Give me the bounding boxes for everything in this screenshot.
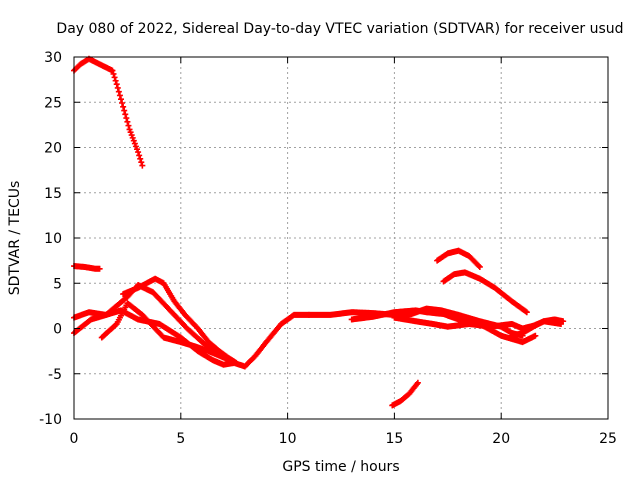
series-arc-1: [71, 55, 146, 169]
x-tick-label: 25: [599, 431, 617, 447]
series-arc-10: [508, 316, 567, 339]
y-tick-label: 20: [44, 141, 62, 157]
data-point: [122, 111, 129, 118]
series-arc-8: [348, 307, 539, 346]
data-point: [138, 159, 145, 166]
data-point: [113, 81, 120, 88]
data-point: [112, 77, 119, 84]
data-point: [120, 103, 127, 110]
data-point: [117, 96, 124, 103]
data-point: [129, 134, 136, 141]
series-arc-5: [98, 300, 233, 364]
x-tick-label: 10: [279, 431, 297, 447]
series-arc-11: [434, 247, 483, 270]
data-point: [125, 122, 132, 129]
data-point: [137, 155, 144, 162]
x-tick-label: 5: [176, 431, 185, 447]
data-point: [109, 67, 116, 74]
data-point: [114, 84, 121, 91]
axis-ticks: [73, 56, 609, 420]
y-tick-label: -10: [39, 412, 62, 428]
data-point: [112, 321, 119, 328]
data-point: [131, 140, 138, 147]
data-point: [126, 126, 133, 133]
data-point: [115, 88, 122, 95]
x-tick-label: 20: [492, 431, 510, 447]
data-point: [124, 118, 131, 125]
series-arc-6: [120, 275, 240, 366]
data-point: [475, 262, 482, 269]
data-points: [71, 55, 567, 409]
data-point: [523, 309, 530, 316]
data-point: [136, 152, 143, 159]
data-point: [110, 70, 117, 77]
data-point: [121, 107, 128, 114]
series-arc-12: [440, 269, 530, 316]
data-point: [116, 92, 123, 99]
series-arc-13: [389, 379, 421, 409]
data-point: [134, 146, 141, 153]
data-point: [132, 143, 139, 150]
data-point: [96, 265, 103, 272]
data-point: [119, 100, 126, 107]
series-arc-2: [71, 263, 103, 272]
y-tick-label: 5: [53, 276, 62, 292]
data-point: [233, 359, 240, 366]
x-tick-label: 0: [70, 431, 79, 447]
data-point: [476, 263, 483, 270]
data-point: [127, 129, 134, 136]
chart-title: Day 080 of 2022, Sidereal Day-to-day VTE…: [56, 21, 623, 37]
data-point: [128, 132, 135, 139]
series-arc-9: [391, 314, 565, 332]
data-point: [414, 379, 421, 386]
data-point: [560, 318, 567, 325]
tick-labels: 0 5 10 15 20 25 -10 -5 0 5 10 15 20 25 30: [39, 50, 617, 447]
y-tick-label: 10: [44, 231, 62, 247]
x-tick-label: 15: [385, 431, 403, 447]
y-axis-label: SDTVAR / TECUs: [7, 181, 23, 296]
grid-lines: [74, 57, 608, 419]
data-point: [532, 332, 539, 339]
y-tick-label: 30: [44, 50, 62, 66]
data-point: [139, 162, 146, 169]
y-tick-label: 15: [44, 186, 62, 202]
data-point: [123, 115, 130, 122]
data-point: [135, 149, 142, 156]
x-axis-label: GPS time / hours: [282, 459, 399, 475]
y-tick-label: 25: [44, 95, 62, 111]
data-point: [111, 74, 118, 81]
data-point: [130, 137, 137, 144]
y-tick-label: 0: [53, 322, 62, 338]
y-tick-label: -5: [48, 367, 62, 383]
